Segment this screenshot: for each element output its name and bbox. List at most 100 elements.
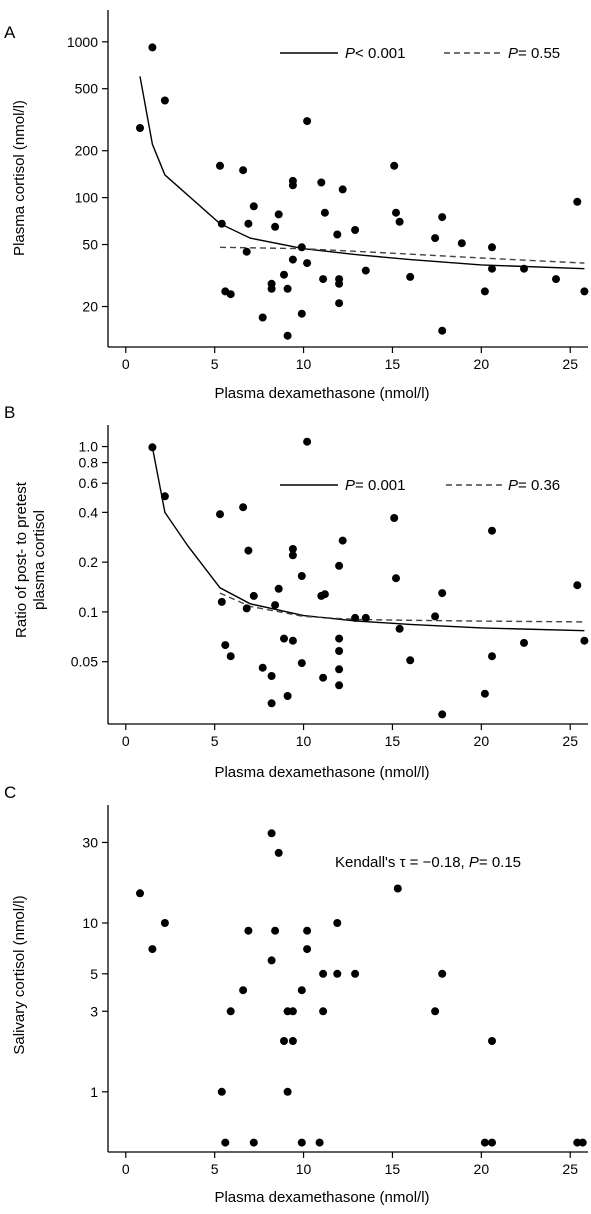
data-point [267,279,276,288]
data-point [573,581,582,590]
data-point [303,926,312,935]
y-tick-label: 20 [82,299,98,315]
y-tick-label: 0.05 [71,654,98,670]
data-point [267,672,276,680]
x-tick-label: 20 [474,1161,490,1177]
data-point [160,96,169,105]
data-point [226,290,235,299]
data-point [395,624,404,633]
data-point [438,213,447,222]
data-point [335,647,344,655]
panel-b-letter: B [4,403,15,422]
x-tick-label: 15 [385,733,401,749]
x-tick-label: 25 [562,1161,578,1177]
x-tick-label: 15 [385,1161,401,1177]
data-point [303,117,312,126]
data-point [303,945,312,954]
y-tick-label: 30 [82,834,98,850]
data-point [148,443,157,452]
data-point [488,526,496,535]
data-point [361,613,370,622]
data-point [288,255,297,264]
y-tick-label: 50 [82,237,98,253]
panel-c-kendall-annotation: Kendall's τ = −0.18, P= 0.15 [335,854,521,871]
fit-line-solid [139,76,585,270]
data-point [288,1007,297,1016]
panel-b-legend: P= 0.001 P= 0.36 [280,477,560,494]
data-point [217,1087,226,1096]
data-point [338,185,347,194]
data-point [335,665,344,674]
data-point [244,926,253,935]
data-point [160,919,169,927]
data-point [431,234,440,243]
data-point [480,287,489,296]
data-point [580,287,589,296]
fit-line-solid [151,447,585,632]
data-point [488,243,496,252]
data-point [249,1138,258,1147]
y-tick-label: 0.8 [79,455,99,471]
data-point [226,652,235,661]
data-point [288,545,297,553]
data-point [217,219,226,228]
y-tick-label: 1 [90,1084,98,1100]
legend-a-solid-label: P< 0.001 [345,45,405,62]
data-point [303,259,312,268]
panel-c-x-axis-label: Plasma dexamethasone (nmol/l) [214,1189,429,1206]
panel-a-legend: P< 0.001 P= 0.55 [280,45,560,62]
x-tick-label: 25 [562,356,578,372]
data-point [319,1007,328,1016]
data-point [438,589,447,598]
data-point [239,503,248,512]
data-point [271,222,280,231]
data-point [258,663,267,672]
data-point [338,536,347,545]
data-point [335,299,344,308]
panel-b-y-axis-label-line2: plasma cortisol [31,510,48,610]
data-point [271,601,280,610]
data-point [431,612,440,621]
data-point [280,1037,288,1045]
y-tick-label: 200 [75,143,99,159]
panel-b-points [148,437,589,719]
data-point [438,710,447,719]
data-point [390,161,399,170]
data-point [216,161,224,170]
data-point [288,1037,297,1045]
panel-b-y-axis-label-line1: Ratio of post- to pretest [13,481,30,638]
data-point [136,889,144,898]
x-tick-label: 10 [296,356,312,372]
data-point [480,1138,489,1147]
data-point [267,956,276,965]
data-point [283,692,292,700]
x-tick-label: 20 [474,356,490,372]
data-point [319,275,328,284]
data-point [283,331,292,340]
y-tick-label: 5 [90,966,98,982]
x-tick-label: 5 [211,356,219,372]
data-point [148,43,157,52]
data-point [320,590,329,599]
data-point [274,584,283,593]
data-point [335,681,344,690]
data-point [573,197,582,206]
data-point [239,166,248,175]
data-point [160,492,169,501]
data-point [392,574,400,583]
data-point [244,546,253,555]
data-point [406,272,415,281]
panel-a-x-axis-label: Plasma dexamethasone (nmol/l) [214,385,429,402]
y-tick-label: 0.1 [79,604,99,620]
data-point [297,986,306,995]
data-point [392,208,400,217]
data-point [297,659,306,668]
data-point [136,124,144,132]
data-point [267,699,276,708]
data-point [333,230,342,239]
panel-b: B Ratio of post- to pretest plasma corti… [4,403,589,781]
data-point [552,275,560,284]
y-tick-label: 0.4 [79,504,99,520]
panel-a: A Plasma cortisol (nmol/l) Plasma dexame… [4,10,589,402]
data-point [438,326,447,335]
